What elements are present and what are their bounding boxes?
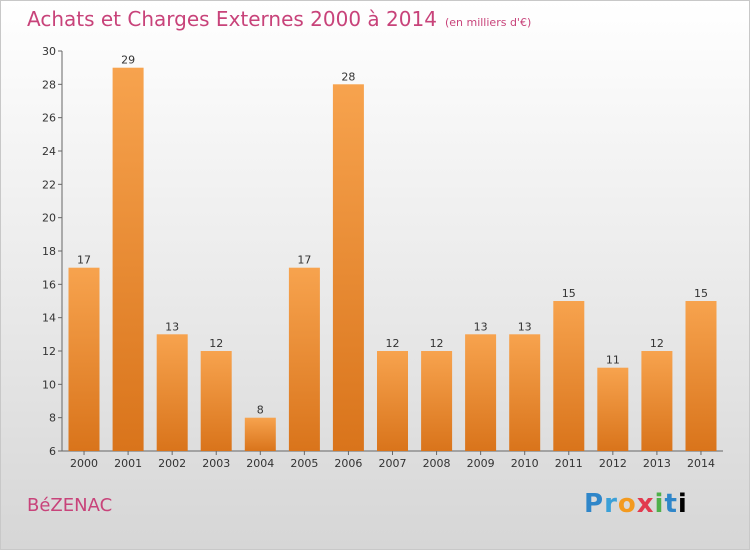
data-label: 17 [297,254,311,267]
x-tick-label: 2010 [511,457,539,470]
bar-2003 [200,351,232,451]
x-tick-label: 2000 [70,457,98,470]
data-label: 13 [474,320,488,333]
x-tick-label: 2012 [599,457,627,470]
bar-2011 [553,301,585,451]
bar-2008 [421,351,453,451]
y-tick-label: 16 [42,278,56,291]
title-text: Achats et Charges Externes 2000 à 2014 [27,7,437,31]
bar-2004 [244,417,276,451]
y-tick-label: 12 [42,345,56,358]
bar-2010 [509,334,541,451]
x-tick-label: 2013 [643,457,671,470]
y-tick-label: 28 [42,78,56,91]
bar-2002 [156,334,188,451]
y-tick-label: 20 [42,212,56,225]
x-tick-label: 2009 [467,457,495,470]
x-tick-label: 2014 [687,457,715,470]
bar-2006 [332,84,364,452]
x-tick-label: 2004 [246,457,274,470]
y-tick-label: 30 [42,45,56,58]
data-label: 13 [165,320,179,333]
y-tick-label: 24 [42,145,56,158]
data-label: 17 [77,254,91,267]
data-label: 13 [518,320,532,333]
data-label: 15 [694,287,708,300]
y-tick-label: 22 [42,178,56,191]
chart-subtitle: (en milliers d'€) [444,16,532,29]
x-tick-label: 2011 [555,457,583,470]
y-tick-label: 26 [42,112,56,125]
value-labels: 17 29 13 12 8 17 28 12 12 13 13 15 11 12 15 [77,54,708,417]
data-label: 8 [257,404,264,417]
data-label: 12 [209,337,223,350]
data-label: 12 [430,337,444,350]
y-tick-label: 10 [42,378,56,391]
bar-2013 [641,351,673,451]
data-label: 15 [562,287,576,300]
x-tick-label: 2001 [114,457,142,470]
y-tick-label: 14 [42,312,56,325]
chart-title: Achats et Charges Externes 2000 à 2014 (e… [27,7,531,31]
data-label: 12 [386,337,400,350]
bar-2001 [112,67,144,451]
y-tick-label: 6 [49,445,56,458]
bar-2000 [68,267,100,451]
bar-2014 [685,301,717,451]
data-label: 29 [121,54,135,67]
bars [68,67,717,452]
x-tick-label: 2005 [290,457,318,470]
axes: 6 8 10 12 14 16 18 20 22 24 26 28 30 2000 2001 2002 2003… [42,45,723,470]
x-tick-label: 2003 [202,457,230,470]
y-tick-label: 8 [49,412,56,425]
commune-name: BéZENAC [27,495,113,516]
x-tick-label: 2008 [423,457,451,470]
data-label: 12 [650,337,664,350]
data-label: 11 [606,354,620,367]
y-tick-label: 18 [42,245,56,258]
proxiti-logo[interactable]: Proxiti [584,489,688,519]
x-tick-label: 2007 [379,457,407,470]
data-label: 28 [341,70,355,83]
x-tick-label: 2006 [334,457,362,470]
x-tick-label: 2002 [158,457,186,470]
bar-2005 [288,267,320,451]
bar-2007 [377,351,408,451]
bar-2012 [597,367,629,451]
bar-2009 [465,334,497,451]
